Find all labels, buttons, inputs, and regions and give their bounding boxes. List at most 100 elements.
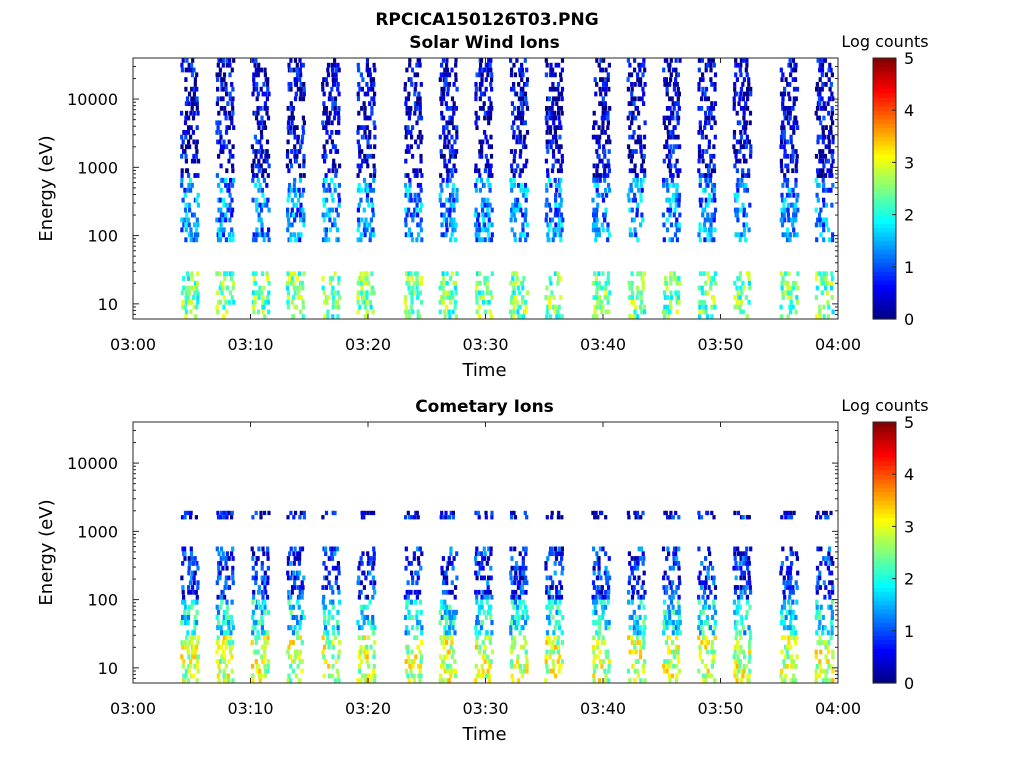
- spectrogram-cell: [636, 589, 640, 595]
- spectrogram-cell: [595, 620, 599, 626]
- spectrogram-cell: [223, 106, 227, 111]
- spectrogram-cell: [742, 232, 746, 238]
- spectrogram-cell: [327, 115, 331, 121]
- spectrogram-cell: [185, 58, 189, 63]
- spectrogram-cell: [703, 620, 708, 626]
- spectrogram-cell: [674, 678, 679, 683]
- spectrogram-cell: [817, 609, 821, 615]
- spectrogram-cell: [231, 144, 235, 150]
- spectrogram-cell: [327, 237, 331, 243]
- spectrogram-cell: [368, 115, 372, 121]
- spectrogram-cell: [554, 222, 558, 228]
- spectrogram-cell: [182, 678, 187, 683]
- colorbar-step: [873, 97, 896, 103]
- colorbar-step: [873, 639, 896, 645]
- spectrogram-cell: [481, 212, 485, 218]
- spectrogram-cell: [416, 290, 420, 296]
- spectrogram-cell: [592, 659, 596, 664]
- spectrogram-cell: [260, 630, 265, 636]
- spectrogram-cell: [416, 570, 420, 576]
- spectrogram-cell: [509, 570, 513, 576]
- spectrogram-cell: [266, 565, 270, 571]
- spectrogram-cell: [600, 309, 604, 315]
- spectrogram-cell: [483, 168, 487, 174]
- spectrogram-cell: [824, 158, 829, 164]
- spectrogram-cell: [254, 510, 258, 516]
- spectrogram-cell: [677, 609, 681, 615]
- spectrogram-cell: [606, 237, 610, 243]
- spectrogram-cell: [524, 649, 528, 655]
- spectrogram-cell: [330, 585, 334, 590]
- spectrogram-cell: [519, 134, 523, 140]
- spectrogram-cell: [407, 659, 411, 664]
- spectrogram-cell: [481, 290, 485, 296]
- spectrogram-cell: [357, 222, 361, 228]
- spectrogram-cell: [668, 594, 672, 600]
- spectrogram-cell: [223, 654, 227, 660]
- spectrogram-cell: [739, 144, 743, 150]
- spectrogram-cell: [780, 212, 785, 218]
- spectrogram-cell: [592, 585, 596, 590]
- spectrogram-cell: [410, 295, 414, 300]
- colorbar-step: [873, 292, 896, 298]
- spectrogram-cell: [733, 207, 738, 213]
- spectrogram-cell: [665, 556, 669, 561]
- spectrogram-cell: [408, 62, 412, 68]
- spectrogram-cell: [710, 125, 714, 130]
- spectrogram-cell: [747, 570, 751, 576]
- spectrogram-cell: [482, 575, 486, 581]
- spectrogram-cell: [748, 202, 752, 208]
- spectrogram-cell: [738, 630, 742, 636]
- spectrogram-cell: [257, 125, 261, 130]
- spectrogram-cell: [418, 668, 422, 674]
- spectrogram-cell: [675, 158, 679, 164]
- spectrogram-cell: [216, 139, 220, 145]
- spectrogram-cell: [786, 168, 790, 174]
- spectrogram-cell: [366, 673, 370, 679]
- spectrogram-cell: [290, 149, 294, 154]
- spectrogram-cell: [792, 232, 796, 238]
- spectrogram-cell: [510, 295, 514, 300]
- spectrogram-cell: [604, 565, 608, 571]
- spectrogram-cell: [705, 649, 710, 655]
- spectrogram-cell: [558, 609, 562, 615]
- spectrogram-cell: [296, 663, 300, 669]
- spectrogram-cell: [365, 659, 369, 664]
- spectrogram-cell: [289, 106, 293, 111]
- spectrogram-cell: [548, 276, 552, 281]
- spectrogram-cell: [512, 120, 516, 126]
- spectrogram-cell: [220, 86, 224, 92]
- spectrogram-cell: [739, 207, 743, 213]
- spectrogram-cell: [738, 663, 742, 669]
- spectrogram-cell: [706, 237, 710, 243]
- spectrogram-cell: [626, 58, 630, 63]
- spectrogram-cell: [814, 654, 818, 660]
- spectrogram-cell: [330, 130, 334, 135]
- spectrogram-cell: [782, 589, 786, 595]
- spectrogram-cell: [478, 630, 482, 636]
- spectrogram-cell: [707, 673, 711, 679]
- spectrogram-cell: [221, 551, 225, 557]
- spectrogram-cell: [676, 654, 680, 660]
- spectrogram-cell: [298, 192, 302, 198]
- spectrogram-cell: [186, 130, 191, 135]
- spectrogram-cell: [293, 546, 297, 552]
- spectrogram-cell: [228, 271, 232, 277]
- spectrogram-cell: [290, 222, 294, 228]
- spectrogram-cell: [293, 290, 297, 296]
- spectrogram-cell: [449, 620, 453, 626]
- spectrogram-cell: [189, 187, 193, 193]
- spectrogram-cell: [489, 134, 493, 140]
- spectrogram-cell: [561, 217, 565, 223]
- spectrogram-cell: [521, 285, 525, 291]
- spectrogram-cell: [478, 227, 482, 233]
- spectrogram-cell: [784, 290, 788, 296]
- spectrogram-cell: [181, 644, 185, 650]
- spectrogram-cell: [749, 546, 753, 552]
- spectrogram-cell: [698, 515, 702, 520]
- spectrogram-cell: [698, 304, 702, 310]
- spectrogram-cell: [666, 163, 671, 169]
- spectrogram-cell: [791, 585, 795, 590]
- spectrogram-cell: [254, 635, 258, 641]
- spectrogram-cell: [448, 614, 452, 620]
